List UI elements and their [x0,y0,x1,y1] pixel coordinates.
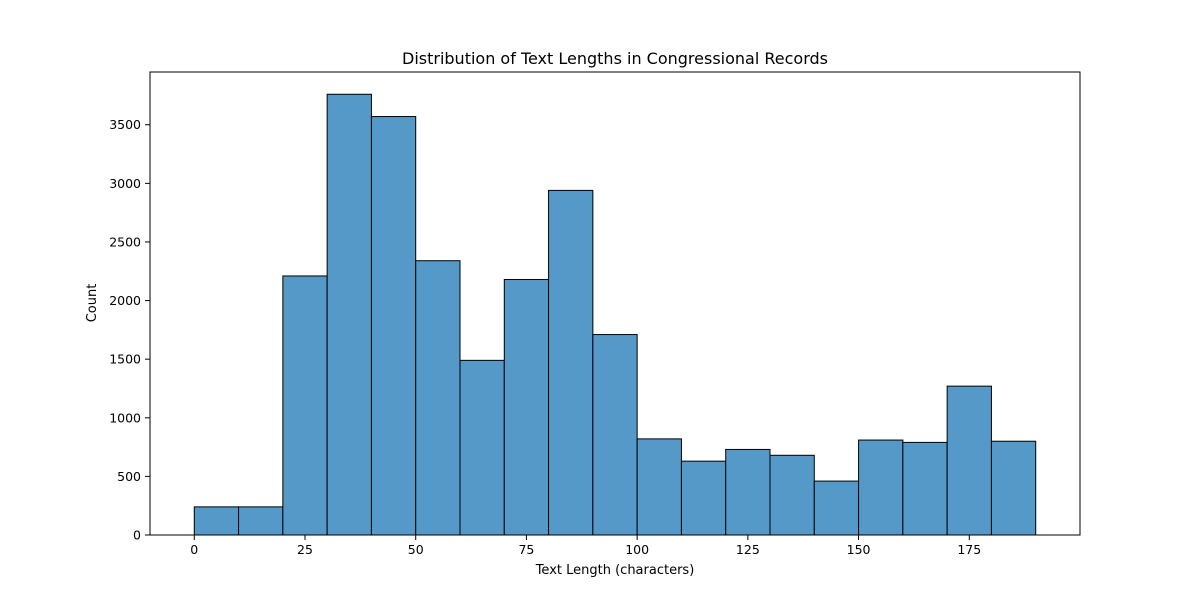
x-tick-label: 150 [847,542,871,557]
histogram-bar [370,116,417,536]
x-tick-label: 50 [408,542,424,557]
x-tick-label: 125 [736,542,760,557]
histogram-bar [282,275,328,536]
x-axis-label: Text Length (characters) [535,563,695,578]
y-axis-label: Count [85,284,100,323]
bars-group [193,93,1037,536]
histogram-bar [459,359,505,536]
histogram-bar [769,454,815,536]
y-tick-label: 1500 [109,352,141,367]
x-axis-ticks: 0 25 50 75 100 125 150 175 [190,535,981,557]
y-axis-ticks: 0 500 1000 1500 2000 2500 3000 3500 [109,117,150,543]
y-tick-label: 1000 [109,410,141,425]
histogram-bar [503,278,550,536]
y-tick-label: 3500 [109,117,141,132]
histogram-bar [415,260,461,536]
plot-frame [149,71,1081,536]
histogram-bar [548,189,594,536]
y-tick-label: 500 [117,469,141,484]
x-tick-label: 0 [190,542,198,557]
histogram-bar [946,385,992,536]
y-tick-label: 2500 [109,234,141,249]
histogram-bar [990,440,1037,536]
x-tick-label: 25 [297,542,313,557]
y-tick-label: 2000 [109,293,141,308]
y-tick-label: 0 [133,528,141,543]
histogram-bar [238,506,284,536]
histogram-bar [725,448,771,536]
y-tick-label: 3000 [109,176,141,191]
histogram-bar [636,438,682,536]
histogram-bar [193,506,240,536]
x-tick-label: 75 [518,542,534,557]
histogram-bar [902,441,948,536]
histogram-bar [813,480,860,536]
chart-title: Distribution of Text Lengths in Congress… [402,49,828,68]
histogram-bar [592,334,638,536]
histogram-bar [326,93,372,536]
histogram-bar [858,439,904,536]
histogram-bar [680,460,727,536]
x-tick-label: 175 [957,542,981,557]
x-tick-label: 100 [625,542,649,557]
